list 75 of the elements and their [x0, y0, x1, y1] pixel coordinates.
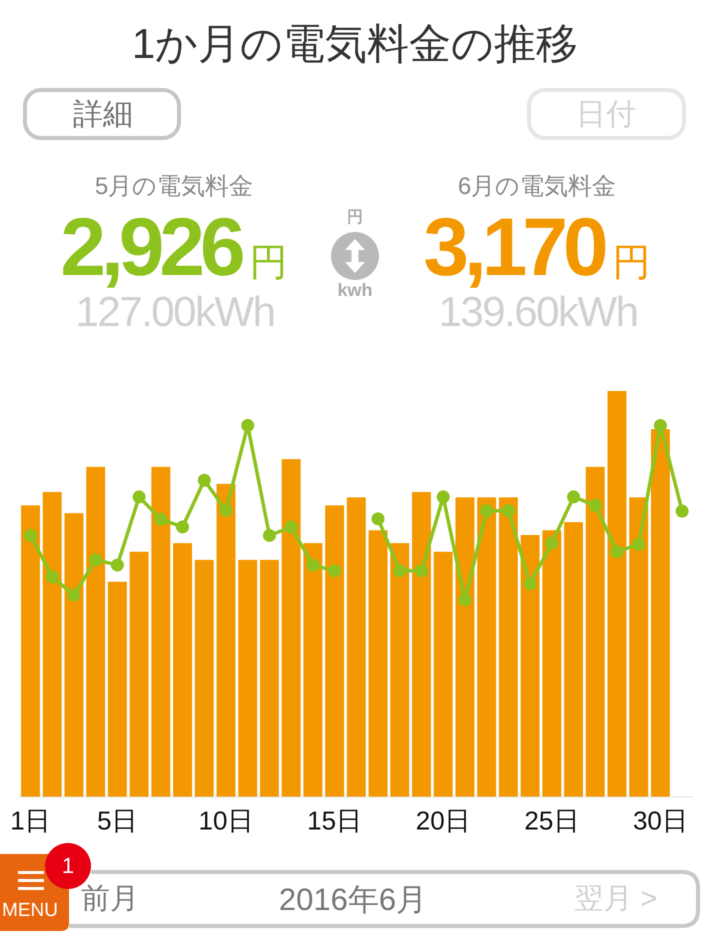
bar — [282, 459, 301, 797]
bar — [542, 530, 562, 797]
bar — [498, 497, 518, 797]
bar — [629, 497, 648, 797]
point — [262, 528, 276, 542]
bar — [412, 492, 431, 797]
bar — [650, 429, 670, 797]
chart-title: 1か月の電気料金の推移 — [132, 20, 578, 67]
bar — [303, 543, 322, 797]
bar — [455, 497, 474, 797]
point — [567, 490, 580, 504]
bar — [477, 497, 496, 797]
x-tick-label: 15日 — [307, 806, 362, 836]
bar — [194, 560, 214, 797]
text: 6月の電気料金 — [458, 173, 616, 200]
x-tick-label: 30日 — [632, 806, 688, 836]
bar — [151, 466, 170, 797]
point — [176, 520, 190, 534]
bar — [238, 560, 258, 797]
bar — [86, 466, 106, 797]
bar — [325, 505, 344, 797]
point — [241, 418, 254, 432]
x-tick-label: 20日 — [416, 806, 471, 836]
bar — [346, 497, 366, 797]
point — [198, 474, 211, 487]
bar — [390, 543, 410, 797]
bar — [108, 582, 127, 797]
point — [24, 528, 38, 542]
bar — [130, 552, 149, 797]
point — [654, 418, 667, 432]
bar — [260, 560, 279, 797]
point — [219, 504, 232, 517]
point — [132, 490, 146, 504]
x-tick-label: 10日 — [198, 806, 254, 836]
x-tick-label: 5日 — [97, 806, 138, 836]
point — [67, 588, 80, 602]
point — [610, 545, 624, 558]
point — [393, 564, 406, 578]
point — [328, 564, 342, 578]
bar — [42, 492, 62, 797]
point — [284, 520, 298, 534]
point — [676, 504, 689, 518]
text: kwh — [337, 280, 373, 300]
point — [545, 536, 558, 550]
point — [502, 504, 515, 518]
text: MENU — [2, 900, 58, 921]
bar — [173, 543, 192, 797]
text: 円 — [347, 209, 363, 226]
bar — [64, 513, 84, 797]
x-tick-label: 25日 — [524, 806, 580, 836]
point — [524, 577, 537, 590]
bar — [564, 522, 583, 797]
text: 詳細 — [73, 98, 133, 131]
bar — [608, 391, 626, 797]
text: 1 — [62, 853, 74, 878]
point — [46, 570, 59, 584]
bar — [434, 552, 453, 797]
point — [480, 504, 494, 518]
point — [458, 593, 472, 606]
point — [306, 558, 320, 572]
point — [110, 558, 124, 572]
point — [154, 512, 168, 526]
bar — [21, 505, 40, 797]
point — [414, 564, 428, 578]
point — [372, 512, 385, 526]
bar — [586, 466, 605, 797]
text: 5月の電気料金 — [94, 173, 254, 200]
point — [436, 490, 450, 504]
point — [588, 498, 602, 512]
bar — [520, 535, 540, 797]
bar — [368, 530, 388, 797]
bar — [216, 484, 236, 797]
point — [632, 538, 646, 551]
x-tick-label: 1日 — [10, 806, 51, 836]
point — [89, 553, 102, 566]
